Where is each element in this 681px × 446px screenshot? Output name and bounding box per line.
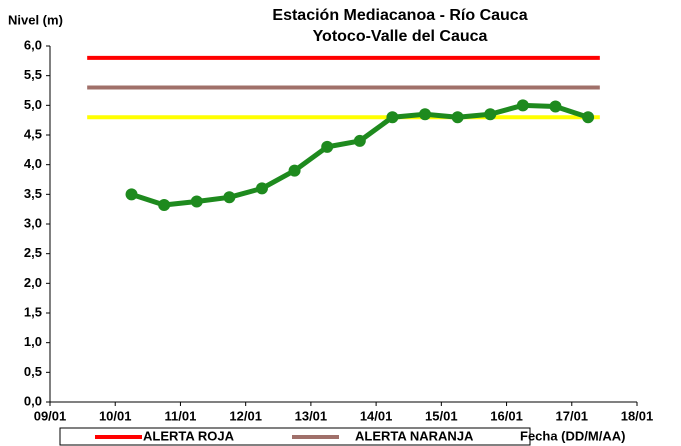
x-tick-label: 13/01 <box>295 408 328 423</box>
point <box>288 164 301 177</box>
point <box>484 108 497 121</box>
series-line <box>130 102 589 208</box>
y-tick-label: 0,0 <box>24 393 42 408</box>
y-tick-label: 5,0 <box>24 97 42 112</box>
x-tick-label: 15/01 <box>425 408 458 423</box>
point <box>321 140 334 153</box>
x-axis-label: Fecha (DD/M/AA) <box>520 428 625 443</box>
point <box>386 111 399 124</box>
x-tick-label: 14/01 <box>360 408 393 423</box>
chart-subtitle: Yotoco-Valle del Cauca <box>313 28 488 45</box>
x-tick-label: 18/01 <box>621 408 654 423</box>
point <box>549 100 562 113</box>
point <box>190 195 203 208</box>
y-tick-label: 6,0 <box>24 37 42 52</box>
point <box>125 188 138 201</box>
y-tick-label: 2,0 <box>24 275 42 290</box>
y-tick-label: 0,5 <box>24 364 42 379</box>
x-tick-label: 11/01 <box>165 408 197 423</box>
legend-label: ALERTA ROJA <box>143 428 235 443</box>
y-tick-label: 1,0 <box>24 334 42 349</box>
point <box>158 199 171 212</box>
y-tick-label: 5,5 <box>24 67 42 82</box>
x-tick-label: 09/01 <box>34 408 67 423</box>
y-axis-label: Nivel (m) <box>8 12 63 27</box>
y-tick-label: 1,5 <box>24 304 42 319</box>
x-tick-label: 12/01 <box>229 408 262 423</box>
x-tick-label: 10/01 <box>99 408 132 423</box>
x-tick-label: 17/01 <box>556 408 589 423</box>
y-tick-label: 3,5 <box>24 186 42 201</box>
y-tick-label: 4,0 <box>24 156 42 171</box>
point <box>223 191 236 204</box>
x-tick-label: 16/01 <box>490 408 523 423</box>
point <box>419 108 432 121</box>
point <box>353 134 366 147</box>
point <box>451 111 464 124</box>
point <box>582 111 595 124</box>
y-tick-label: 3,0 <box>24 215 42 230</box>
point <box>516 99 529 112</box>
point <box>255 182 268 195</box>
legend-label: ALERTA NARANJA <box>355 428 474 443</box>
y-tick-label: 4,5 <box>24 126 42 141</box>
y-tick-label: 2,5 <box>24 245 42 260</box>
chart-title: Estación Mediacanoa - Río Cauca <box>272 7 527 24</box>
